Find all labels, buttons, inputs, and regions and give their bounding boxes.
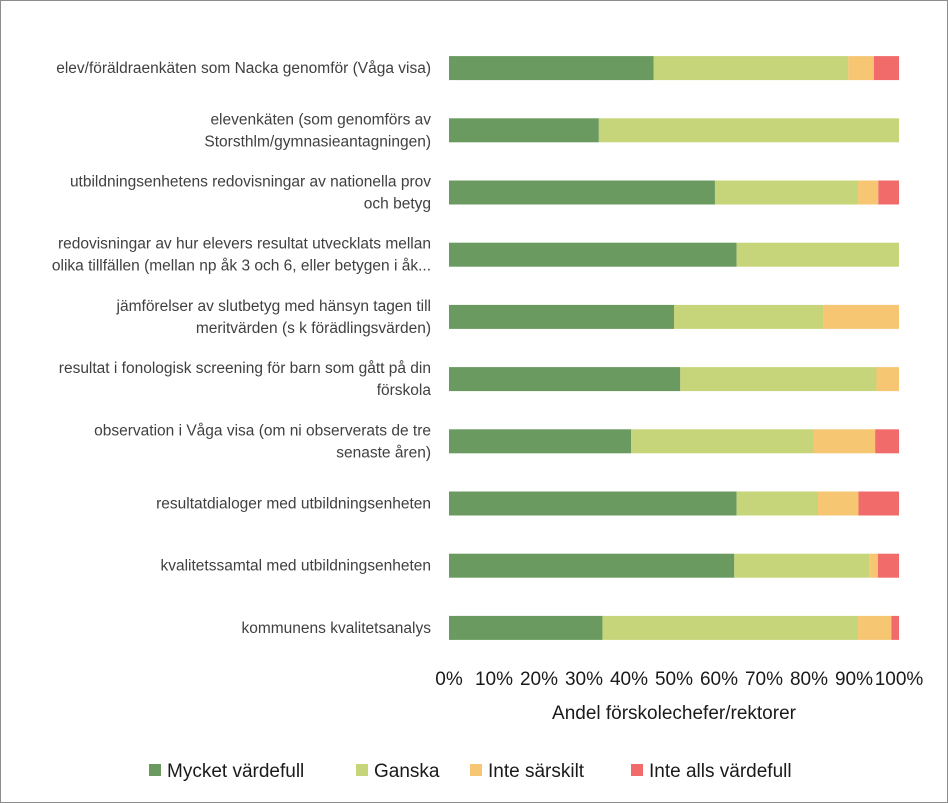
bar-segment: [813, 429, 876, 454]
bar-segment: [653, 56, 849, 81]
legend: Mycket värdefull Ganska Inte särskilt Inte …: [149, 761, 792, 782]
bar-segment: [449, 553, 735, 578]
bar-segment: [602, 615, 859, 640]
x-axis-title: Andel förskolechefer/rektorer: [552, 703, 797, 724]
category-label: olika tillfällen (mellan np åk 3 och 6, …: [52, 258, 431, 275]
legend-label: Ganska: [374, 761, 440, 782]
bar-segment: [714, 180, 859, 205]
category-label: elev/föräldraenkäten som Nacka genomför …: [56, 60, 431, 77]
category-label: meritvärden (s k förädlingsvärden): [196, 320, 431, 337]
bar-segment: [449, 491, 737, 516]
bar-segment: [449, 429, 632, 454]
legend-label: Inte särskilt: [488, 761, 585, 782]
bar-segment: [449, 180, 715, 205]
bar-segment: [449, 367, 681, 392]
x-tick-label: 20%: [520, 669, 558, 690]
category-label: och betyg: [364, 196, 431, 213]
legend-swatch: [356, 764, 368, 776]
bar-segment: [848, 56, 874, 81]
x-tick-label: 40%: [610, 669, 648, 690]
x-tick-label: 80%: [790, 669, 828, 690]
legend-label: Inte alls värdefull: [649, 761, 792, 782]
bar-segment: [674, 304, 824, 329]
bar-segment: [449, 56, 654, 81]
legend-swatch: [149, 764, 161, 776]
category-label: senaste åren): [336, 444, 431, 461]
bar-segment: [818, 491, 859, 516]
category-label: observation i Våga visa (om ni observera…: [94, 422, 431, 439]
category-label: elevenkäten (som genomförs av: [210, 111, 431, 128]
legend-swatch: [631, 764, 643, 776]
bar-segment: [858, 180, 879, 205]
bar-segment: [449, 118, 599, 143]
x-tick-labels: 0% 10% 20% 30% 40% 50% 60% 70% 80% 90% 100%: [435, 669, 923, 690]
legend-swatch: [470, 764, 482, 776]
category-label: jämförelser av slutbetyg med hänsyn tage…: [116, 298, 431, 315]
x-tick-label: 0%: [435, 669, 463, 690]
category-label: utbildningsenhetens redovisningar av nat…: [70, 174, 431, 191]
category-labels: elev/föräldraenkäten som Nacka genomför …: [52, 60, 431, 637]
bar-segment: [875, 429, 899, 454]
x-tick-label: 90%: [835, 669, 873, 690]
category-label: resultat i fonologisk screening för barn…: [59, 360, 431, 377]
bar-segment: [631, 429, 814, 454]
bar-segment: [449, 304, 674, 329]
bar-segment: [598, 118, 899, 143]
bar-segment: [891, 615, 899, 640]
x-tick-label: 10%: [475, 669, 513, 690]
bar-segment: [878, 180, 899, 205]
category-label: redovisningar av hur elevers resultat ut…: [58, 236, 431, 253]
category-label: Storsthlm/gymnasieantagningen): [204, 133, 431, 150]
bar-segment: [823, 304, 899, 329]
bar-segment: [877, 553, 899, 578]
bar-segment: [680, 367, 877, 392]
bar-segment: [873, 56, 899, 81]
category-label: kvalitetssamtal med utbildningsenheten: [160, 558, 431, 575]
bar-segment: [736, 491, 818, 516]
x-tick-label: 70%: [745, 669, 783, 690]
bar-segment: [734, 553, 870, 578]
bar-segment: [449, 615, 603, 640]
category-label: förskola: [377, 382, 432, 399]
x-tick-label: 50%: [655, 669, 693, 690]
legend-label: Mycket värdefull: [167, 761, 304, 782]
x-tick-label: 30%: [565, 669, 603, 690]
bar-segment: [449, 242, 737, 267]
x-tick-label: 60%: [700, 669, 738, 690]
bar-segment: [858, 491, 899, 516]
x-tick-label: 100%: [875, 669, 924, 690]
bars-group: [449, 56, 899, 640]
bar-segment: [736, 242, 899, 267]
category-label: resultatdialoger med utbildningsenheten: [156, 496, 431, 513]
bar-segment: [858, 615, 892, 640]
bar-segment: [869, 553, 878, 578]
bar-segment: [876, 367, 899, 392]
category-label: kommunens kvalitetsanalys: [241, 620, 431, 637]
